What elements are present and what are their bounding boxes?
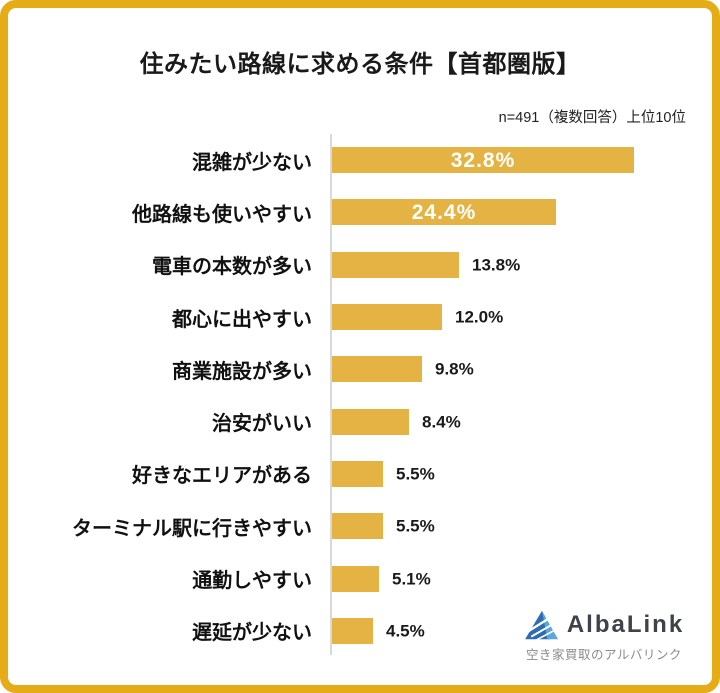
- category-label: 他路線も使いやすい: [132, 203, 312, 226]
- bar: [332, 565, 379, 592]
- category-label: 好きなエリアがある: [132, 465, 312, 488]
- bar-track: 13.8%: [332, 251, 712, 278]
- bar: [332, 513, 383, 540]
- value-label: 12.0%: [455, 307, 504, 327]
- value-label: 5.1%: [392, 569, 431, 589]
- bar-track: 24.4%: [332, 199, 712, 226]
- bar-row: ターミナル駅に行きやすい 5.5%: [8, 500, 712, 552]
- albalink-logo: AlbaLink 空き家買取のアルバリンク: [524, 609, 684, 663]
- bar: 32.8%: [332, 147, 634, 174]
- value-label: 32.8%: [450, 148, 516, 172]
- value-label: 24.4%: [411, 200, 477, 224]
- bar-track: 9.8%: [332, 356, 712, 383]
- category-label: 混雑が少ない: [192, 151, 312, 174]
- bar: [332, 356, 422, 383]
- category-label: 商業施設が多い: [172, 360, 312, 383]
- bar-row: 好きなエリアがある 5.5%: [8, 448, 712, 500]
- bar-row: 遅延が少ない 4.5%: [8, 605, 712, 657]
- bar-track: 32.8%: [332, 147, 712, 174]
- value-label: 13.8%: [472, 255, 521, 275]
- sample-size-note: n=491（複数回答）上位10位: [498, 110, 686, 126]
- bar-row: 治安がいい 8.4%: [8, 395, 712, 447]
- bar-row: 都心に出やすい 12.0%: [8, 291, 712, 343]
- category-label: 電車の本数が多い: [152, 256, 312, 279]
- value-label: 8.4%: [422, 412, 461, 432]
- bar-row: 通勤しやすい 5.1%: [8, 552, 712, 604]
- bar-row: 他路線も使いやすい 24.4%: [8, 186, 712, 238]
- mountain-triangle-icon: [524, 609, 560, 641]
- category-label: ターミナル駅に行きやすい: [72, 517, 312, 540]
- bar-row: 電車の本数が多い 13.8%: [8, 239, 712, 291]
- bar-track: 5.5%: [332, 513, 712, 540]
- axis-line: [330, 134, 332, 655]
- category-label: 通勤しやすい: [192, 570, 312, 593]
- bar-row: 混雑が少ない 32.8%: [8, 134, 712, 186]
- bar: [332, 251, 459, 278]
- albalink-logo-tagline: 空き家買取のアルバリンク: [526, 648, 682, 662]
- albalink-logo-text: AlbaLink: [566, 611, 685, 638]
- value-label: 5.5%: [396, 464, 435, 484]
- bar-chart: 混雑が少ない 32.8% 他路線も使いやすい 24.4% 電車の本数が多い 13.8% 都心…: [8, 134, 712, 657]
- bar: [332, 617, 373, 644]
- bar: 24.4%: [332, 199, 556, 226]
- value-label: 9.8%: [435, 359, 474, 379]
- page-title: 住みたい路線に求める条件【首都圏版】: [139, 51, 581, 78]
- value-label: 5.5%: [396, 516, 435, 536]
- bar-track: 5.5%: [332, 460, 712, 487]
- category-label: 遅延が少ない: [192, 622, 312, 645]
- bar-track: 4.5%: [332, 617, 712, 644]
- value-label: 4.5%: [386, 621, 425, 641]
- bar-track: 12.0%: [332, 304, 712, 331]
- bar: [332, 304, 442, 331]
- category-label: 都心に出やすい: [172, 308, 312, 331]
- category-label: 治安がいい: [212, 413, 312, 436]
- bar: [332, 460, 383, 487]
- bar-rows: 混雑が少ない 32.8% 他路線も使いやすい 24.4% 電車の本数が多い 13.8% 都心…: [8, 134, 712, 657]
- bar-track: 8.4%: [332, 408, 712, 435]
- bar-track: 5.1%: [332, 565, 712, 592]
- bar: [332, 408, 409, 435]
- bar-row: 商業施設が多い 9.8%: [8, 343, 712, 395]
